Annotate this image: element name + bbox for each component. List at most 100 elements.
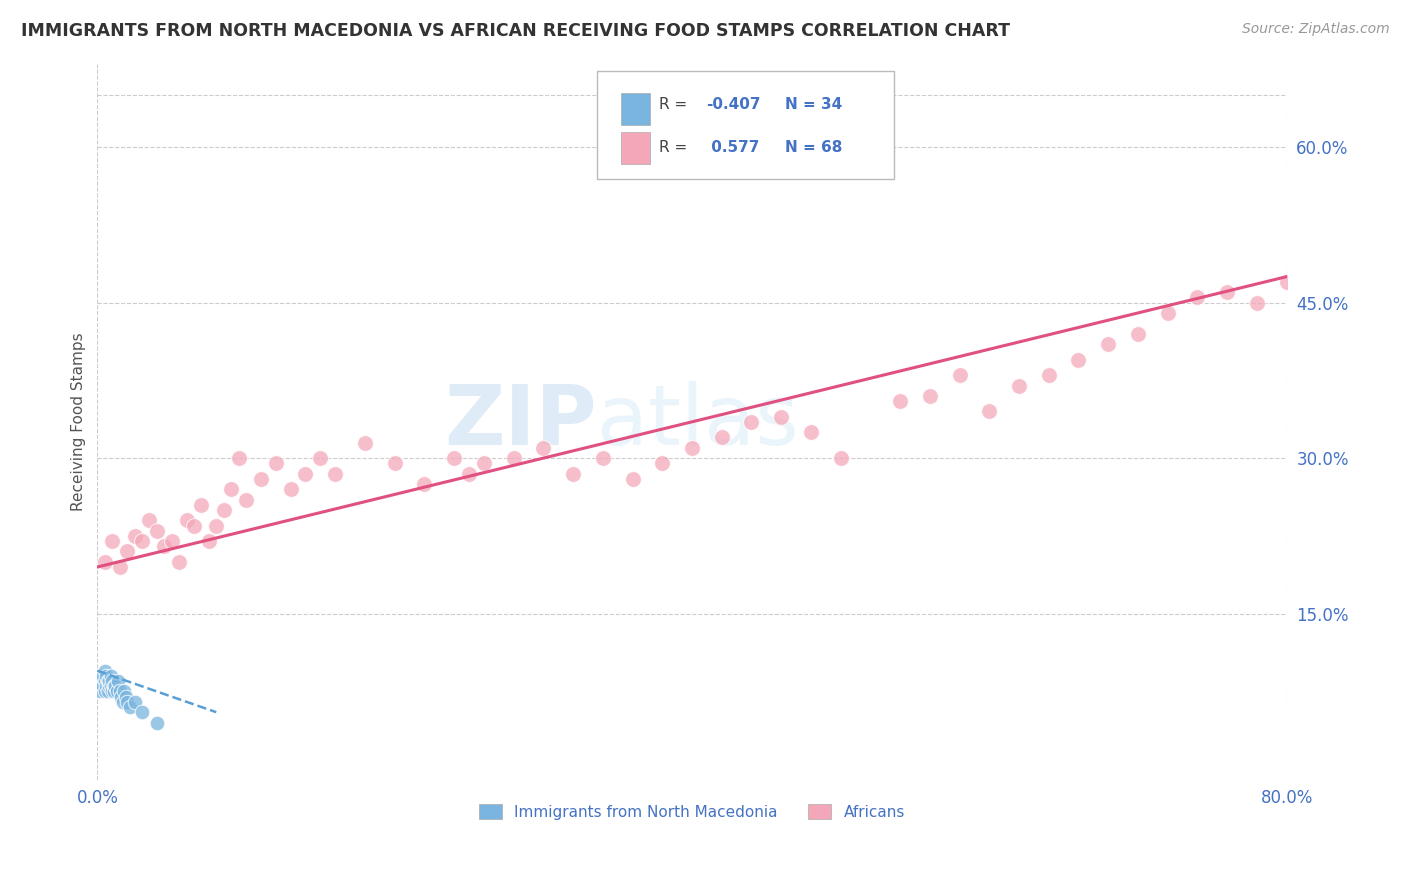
Point (531, 441, 554, 455)
FancyBboxPatch shape (596, 71, 894, 178)
Point (176, 513, 198, 527)
Text: R =: R = (658, 140, 692, 155)
Point (1365, 207, 1388, 221)
Point (100, 669, 122, 683)
Point (309, 451, 332, 466)
Point (1334, 233, 1357, 247)
Point (98, 679, 121, 693)
Point (323, 467, 346, 481)
Point (413, 477, 436, 491)
Point (235, 492, 257, 507)
Point (1246, 295, 1268, 310)
Point (710, 430, 733, 444)
Text: N = 68: N = 68 (785, 140, 842, 155)
Point (87, 679, 110, 693)
Point (112, 684, 135, 698)
Point (94, 555, 117, 569)
Point (97, 674, 120, 689)
Point (89, 684, 111, 698)
Point (1067, 352, 1090, 367)
Point (108, 684, 131, 698)
Point (1038, 368, 1060, 383)
Point (94, 684, 117, 698)
Point (918, 389, 941, 403)
Point (294, 467, 316, 481)
Point (1187, 290, 1209, 304)
Point (651, 456, 673, 470)
Point (90, 669, 112, 683)
Point (354, 435, 377, 450)
Point (114, 690, 136, 704)
Point (146, 524, 169, 538)
Bar (620, 93, 651, 125)
Point (264, 456, 287, 470)
Point (98, 674, 121, 689)
Point (110, 690, 132, 704)
Point (562, 467, 585, 481)
Text: Source: ZipAtlas.com: Source: ZipAtlas.com (1241, 22, 1389, 37)
Point (250, 472, 273, 486)
Point (1097, 337, 1119, 351)
Text: N = 34: N = 34 (785, 97, 842, 112)
Point (830, 451, 852, 466)
Point (502, 451, 524, 466)
Point (183, 518, 205, 533)
Point (1395, 186, 1406, 201)
Point (770, 409, 793, 424)
Point (138, 513, 160, 527)
Point (800, 425, 823, 440)
Point (979, 404, 1001, 418)
Text: ZIP: ZIP (444, 382, 596, 462)
Point (280, 482, 302, 496)
Point (104, 679, 127, 693)
Point (97, 684, 120, 698)
Point (1126, 326, 1149, 341)
Point (1216, 285, 1239, 300)
Point (621, 472, 644, 486)
Point (90, 674, 112, 689)
Point (1008, 378, 1031, 392)
Point (101, 674, 124, 689)
Legend: Immigrants from North Macedonia, Africans: Immigrants from North Macedonia, African… (472, 797, 911, 826)
Point (120, 700, 142, 714)
Point (472, 456, 495, 470)
Point (212, 503, 235, 517)
Point (115, 695, 138, 709)
Point (458, 467, 481, 481)
Point (101, 684, 124, 698)
Point (94, 664, 117, 678)
Point (131, 705, 153, 719)
Point (948, 368, 970, 383)
Point (740, 415, 762, 429)
Text: IMMIGRANTS FROM NORTH MACEDONIA VS AFRICAN RECEIVING FOOD STAMPS CORRELATION CHA: IMMIGRANTS FROM NORTH MACEDONIA VS AFRIC… (21, 22, 1010, 40)
Point (124, 695, 146, 709)
Point (681, 441, 703, 455)
Point (96, 669, 118, 683)
Point (94, 674, 117, 689)
Point (153, 539, 176, 553)
Point (443, 451, 465, 466)
Text: -0.407: -0.407 (706, 97, 761, 112)
Point (124, 529, 146, 543)
Point (115, 544, 138, 558)
Point (103, 679, 125, 693)
Bar (620, 132, 651, 164)
Point (198, 534, 221, 549)
Point (131, 534, 153, 549)
Point (108, 560, 131, 574)
Y-axis label: Receiving Food Stamps: Receiving Food Stamps (72, 333, 86, 511)
Point (91, 669, 114, 683)
Point (219, 482, 242, 496)
Point (1275, 275, 1298, 289)
Point (592, 451, 614, 466)
Point (1305, 254, 1327, 268)
Point (384, 456, 406, 470)
Point (889, 394, 911, 409)
Point (107, 674, 129, 689)
Point (96, 679, 118, 693)
Point (167, 555, 190, 569)
Point (91, 679, 114, 693)
Text: 0.577: 0.577 (706, 140, 759, 155)
Point (101, 534, 124, 549)
Point (111, 695, 134, 709)
